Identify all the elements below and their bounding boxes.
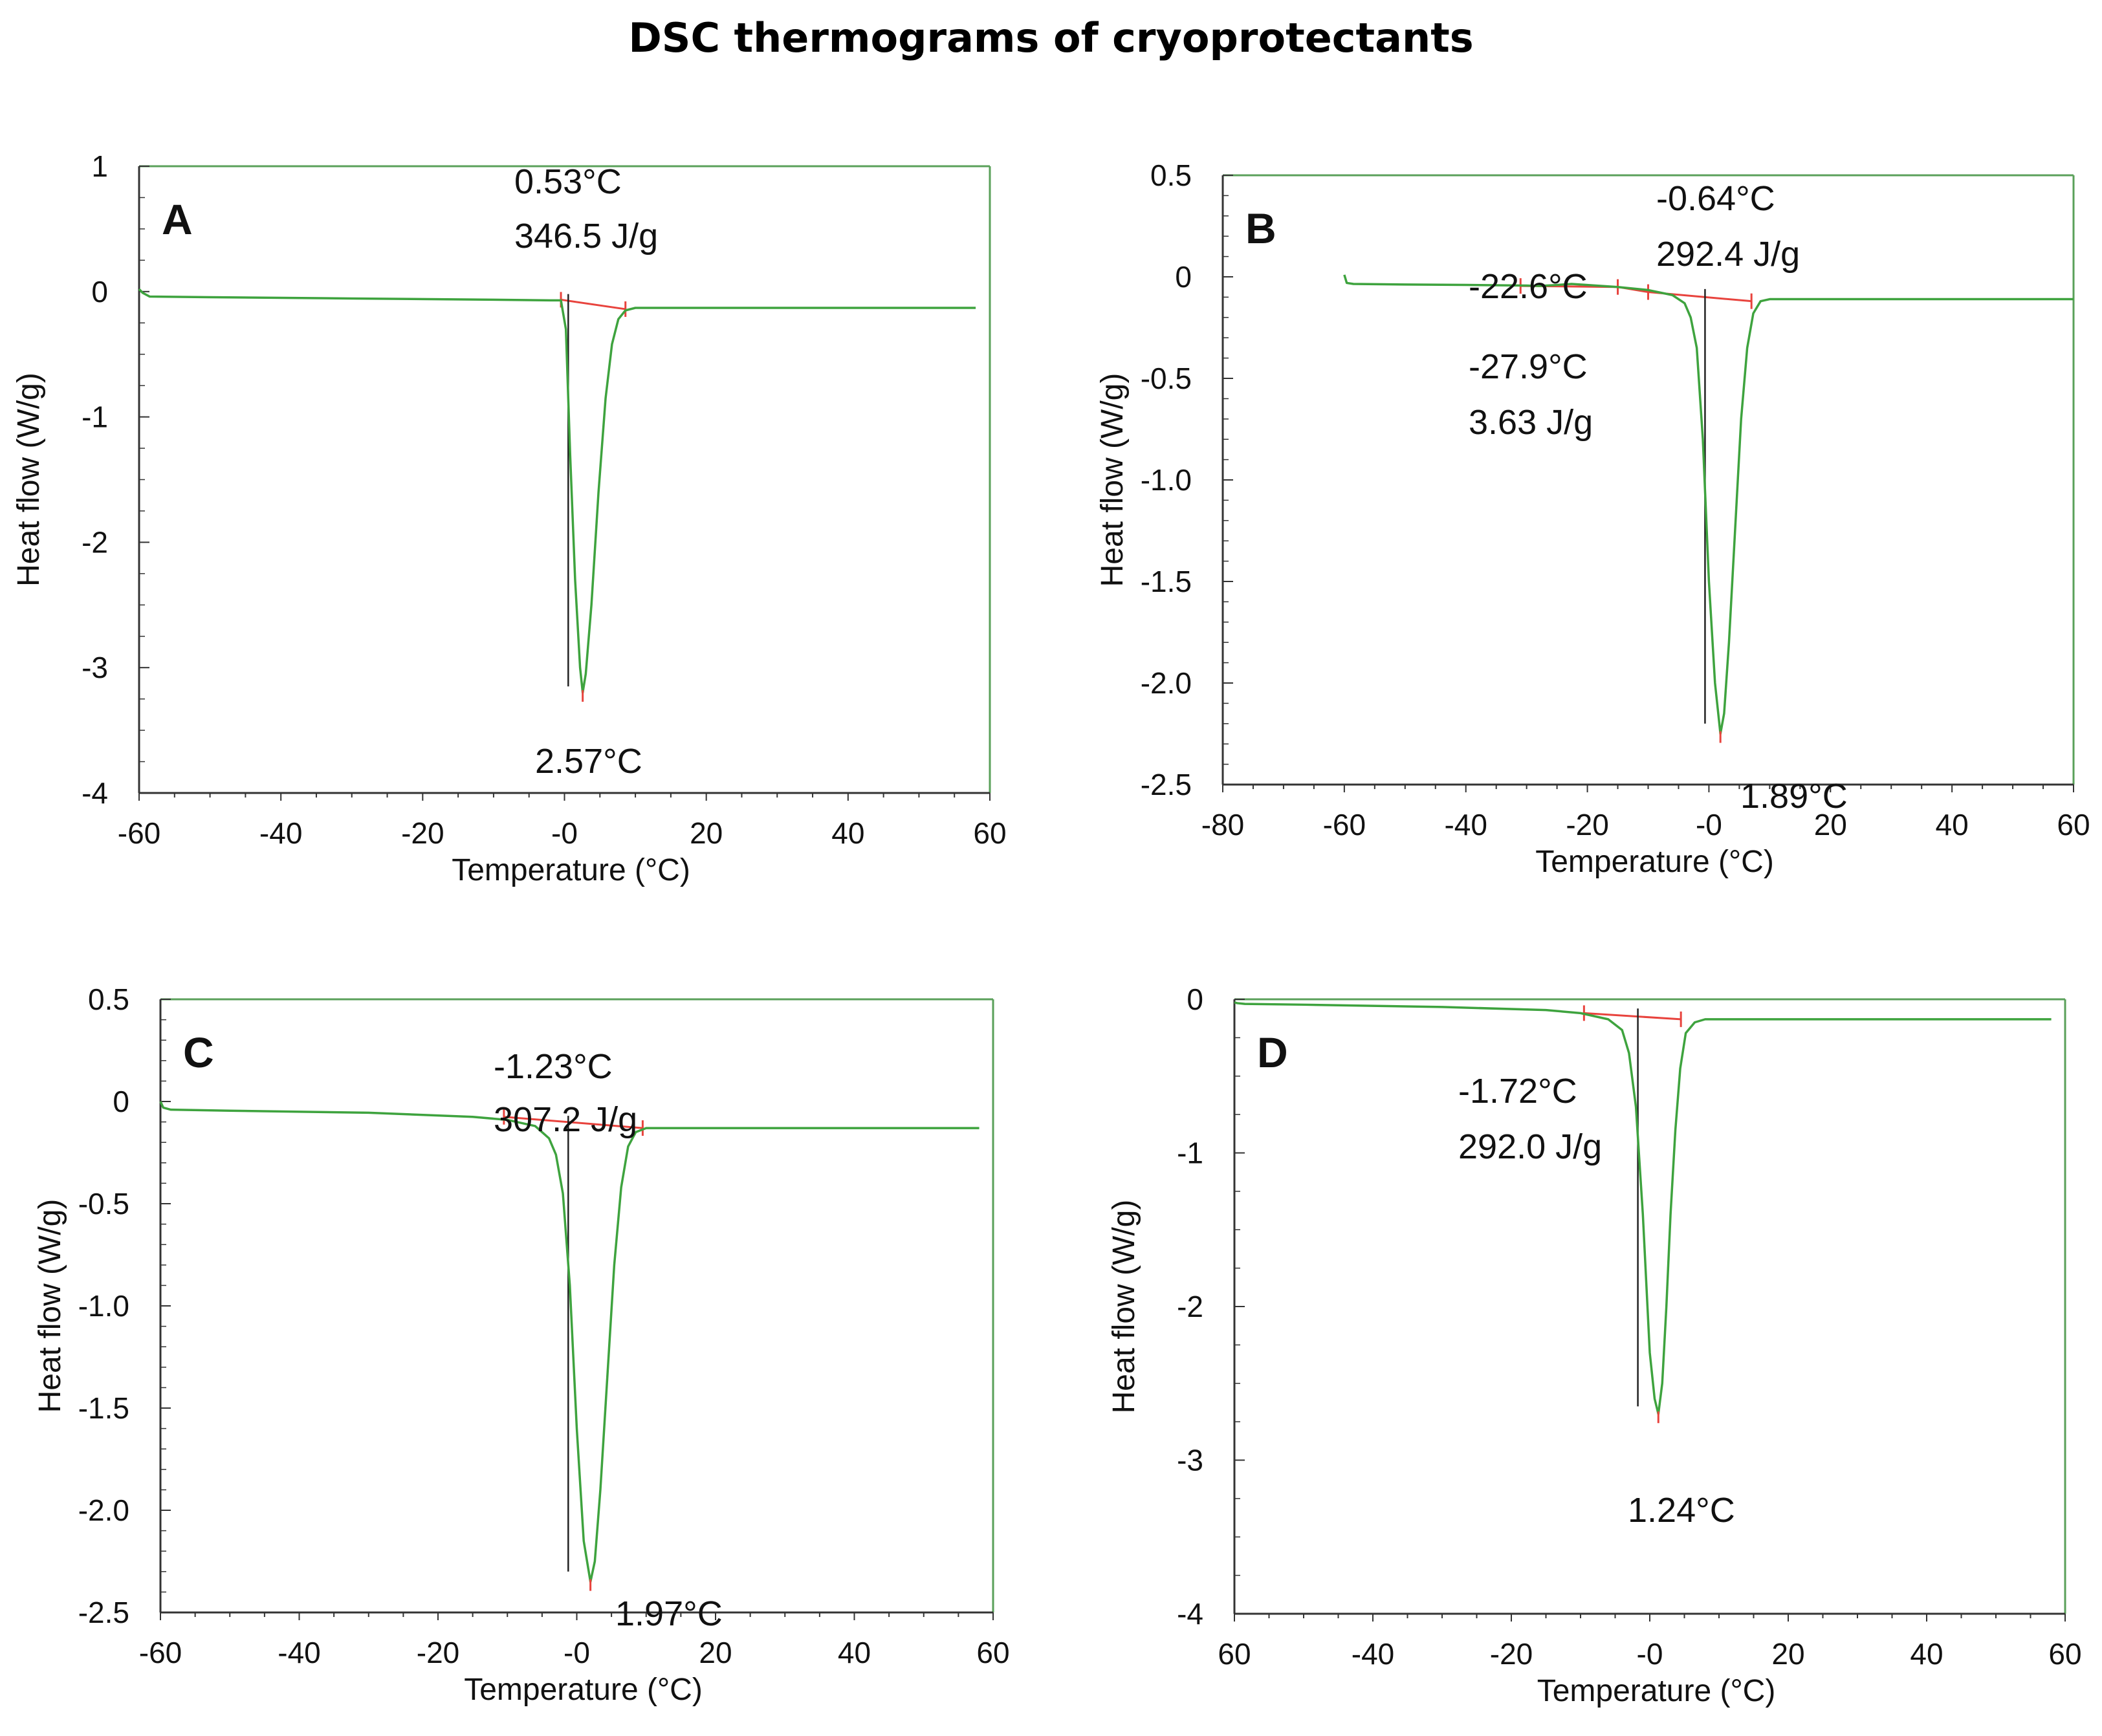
y-tick-label: -3	[1177, 1444, 1203, 1477]
heat-flow-curve	[138, 288, 976, 694]
ann-onset: -0.64°C	[1656, 179, 1775, 218]
ann-peak: 1.24°C	[1628, 1491, 1735, 1530]
panel-a: -60 -40 -20 -0 20 40 60 1 0 -1 -2 -3 -4 Temperature (…	[12, 149, 1007, 887]
y-tick-label: -4	[1177, 1597, 1203, 1631]
y-tick-label: -3	[82, 651, 108, 684]
ann-minor-onset: -27.9°C	[1469, 347, 1588, 386]
x-tick-label: 60	[973, 816, 1006, 850]
y-tick-label: -2	[1177, 1290, 1203, 1323]
ann-enthalpy: 307.2 J/g	[494, 1100, 637, 1139]
y-axis-title: Heat flow (W/g)	[33, 1199, 67, 1413]
y-tick-label: -4	[82, 776, 108, 810]
y-tick-label: 1	[91, 149, 108, 183]
x-tick-label: -60	[139, 1636, 182, 1669]
x-tick-label: 40	[831, 816, 864, 850]
x-tick-label: 60	[976, 1636, 1009, 1669]
y-tick-label: -2	[82, 525, 108, 559]
panel-c: -60 -40 -20 -0 20 40 60 0.5 0 -0.5 -1.0 -1.5 -2.0 -2.…	[33, 982, 1010, 1707]
x-tick-label: -80	[1201, 808, 1244, 841]
ann-minor-enthalpy: 3.63 J/g	[1469, 403, 1593, 442]
x-tick-label: 20	[1814, 808, 1847, 841]
panel-d: 60 -40 -20 -0 20 40 60 0 -1 -2 -3 -4 Temperature (°C…	[1107, 982, 2082, 1708]
figure-title: DSC thermograms of cryoprotectants	[628, 14, 1474, 61]
panel-letter: A	[162, 195, 193, 243]
y-tick-label: -2.0	[1141, 666, 1192, 700]
y-axis-title: Heat flow (W/g)	[1095, 373, 1130, 587]
ann-enthalpy: 292.0 J/g	[1458, 1127, 1602, 1166]
x-tick-label: 20	[690, 816, 723, 850]
x-tick-label: -0	[564, 1636, 590, 1669]
y-tick-label: -2.5	[78, 1596, 129, 1629]
y-tick-label: 0	[1187, 982, 1203, 1016]
x-tick-label: -40	[259, 816, 302, 850]
x-tick-label: 20	[699, 1636, 732, 1669]
integration-baseline	[560, 298, 626, 310]
x-tick-label: -20	[417, 1636, 459, 1669]
y-tick-label: 0	[91, 275, 108, 309]
panel-letter: C	[183, 1028, 214, 1076]
y-tick-label: -1.5	[1141, 565, 1192, 598]
y-tick-label: -0.5	[1141, 362, 1192, 395]
x-tick-label: 60	[2048, 1637, 2081, 1671]
ann-peak: 1.89°C	[1740, 777, 1848, 816]
ann-peak: 1.97°C	[615, 1594, 723, 1633]
x-axis-title: Temperature (°C)	[1535, 845, 1774, 879]
ann-enthalpy: 346.5 J/g	[514, 217, 658, 255]
y-axis-title: Heat flow (W/g)	[12, 373, 46, 587]
y-tick-label: 0	[1175, 260, 1192, 294]
ann-minor-peak: -22.6°C	[1469, 267, 1588, 306]
ann-peak: 2.57°C	[535, 742, 642, 781]
heat-flow-curve	[159, 1101, 980, 1583]
x-tick-label: 20	[1771, 1637, 1804, 1671]
y-tick-label: 0.5	[88, 982, 129, 1016]
x-tick-label: -20	[1566, 808, 1608, 841]
y-tick-label: 0	[113, 1085, 129, 1118]
y-tick-label: 0.5	[1150, 158, 1192, 192]
x-axis-title: Temperature (°C)	[1537, 1674, 1776, 1708]
y-tick-label: -1.0	[78, 1289, 129, 1323]
x-tick-label: 60	[1218, 1637, 1251, 1671]
y-axis-title: Heat flow (W/g)	[1107, 1200, 1141, 1414]
x-tick-label: 40	[1936, 808, 1969, 841]
y-tick-label: -1.5	[78, 1391, 129, 1425]
y-tick-label: -1	[1177, 1136, 1203, 1170]
x-tick-label: -40	[1444, 808, 1487, 841]
x-axis-title: Temperature (°C)	[452, 853, 690, 887]
ann-onset: -1.72°C	[1458, 1072, 1577, 1111]
y-tick-label: -1.0	[1141, 463, 1192, 497]
heat-flow-curve	[1234, 1001, 2052, 1415]
heat-flow-curve	[1343, 274, 2074, 735]
panel-b: -80 -60 -40 -20 -0 20 40 60 0.5 0 -0.5 -1.0 -1.5 -2.0…	[1095, 158, 2090, 879]
panel-letter: D	[1257, 1028, 1288, 1076]
x-tick-label: -0	[551, 816, 578, 850]
ann-enthalpy: 292.4 J/g	[1656, 235, 1800, 274]
y-tick-label: -2.5	[1141, 768, 1192, 801]
ann-onset: -1.23°C	[494, 1047, 613, 1086]
x-tick-label: -40	[278, 1636, 320, 1669]
x-tick-label: -20	[1490, 1637, 1533, 1671]
integration-baseline	[1584, 1012, 1681, 1021]
x-tick-label: 60	[2057, 808, 2090, 841]
x-tick-label: 40	[1910, 1637, 1943, 1671]
x-tick-label: 40	[838, 1636, 871, 1669]
x-tick-label: -0	[1696, 808, 1722, 841]
y-tick-label: -2.0	[78, 1493, 129, 1527]
x-tick-label: -60	[1323, 808, 1366, 841]
x-tick-label: -0	[1637, 1637, 1663, 1671]
y-tick-label: -1	[82, 400, 108, 434]
x-tick-label: -20	[401, 816, 444, 850]
integration-baseline	[503, 1116, 643, 1129]
y-tick-label: -0.5	[78, 1187, 129, 1221]
panel-letter: B	[1245, 204, 1276, 252]
x-axis-title: Temperature (°C)	[464, 1673, 703, 1707]
x-tick-label: -60	[118, 816, 160, 850]
x-tick-label: -40	[1352, 1637, 1394, 1671]
ann-onset: 0.53°C	[514, 162, 622, 201]
